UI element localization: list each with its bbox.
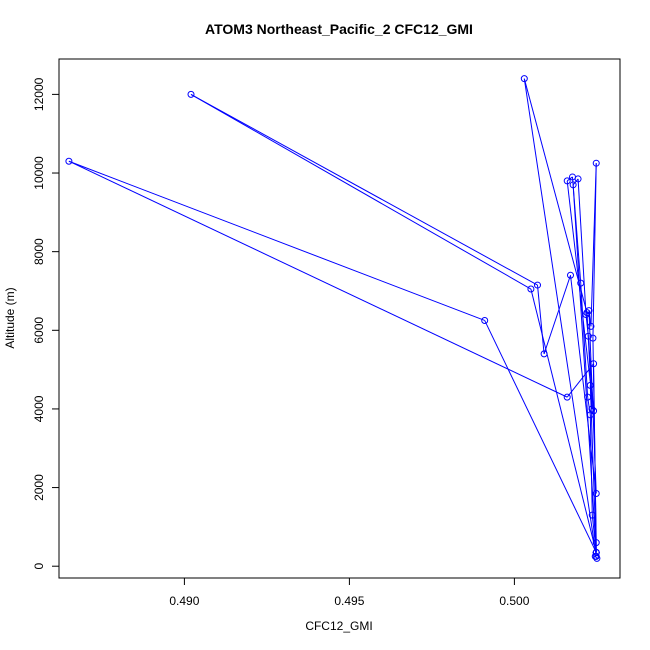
y-tick-label: 6000 bbox=[32, 317, 46, 344]
series-segment bbox=[580, 283, 589, 398]
series-segment bbox=[589, 414, 593, 516]
data-point bbox=[563, 393, 571, 401]
data-point bbox=[590, 360, 598, 368]
data-point bbox=[589, 334, 597, 342]
x-tick-label: 0.495 bbox=[334, 594, 364, 608]
data-point bbox=[592, 159, 600, 167]
series-segment bbox=[594, 556, 598, 559]
data-point bbox=[577, 279, 585, 287]
data-point bbox=[520, 75, 528, 83]
series-segment bbox=[590, 163, 597, 327]
y-tick-label: 8000 bbox=[32, 238, 46, 265]
y-tick-label: 10000 bbox=[32, 156, 46, 190]
chart-title: ATOM3 Northeast_Pacific_2 CFC12_GMI bbox=[205, 21, 473, 37]
data-point bbox=[585, 307, 593, 315]
x-axis: 0.490 0.495 0.500 bbox=[169, 577, 530, 608]
series-segment bbox=[68, 160, 568, 398]
series-segment bbox=[543, 275, 571, 355]
data-point bbox=[588, 405, 596, 413]
series-segment bbox=[190, 93, 538, 286]
series-segment bbox=[572, 184, 597, 553]
data-point bbox=[567, 271, 574, 279]
x-tick-label: 0.490 bbox=[169, 594, 199, 608]
series-segment bbox=[68, 160, 485, 321]
y-axis-label: Altitude (m) bbox=[3, 287, 17, 348]
y-tick-label: 2000 bbox=[32, 474, 46, 501]
data-point bbox=[590, 407, 598, 415]
series-segment bbox=[530, 288, 597, 553]
data-point bbox=[592, 548, 600, 556]
data-point bbox=[574, 175, 582, 183]
data-point bbox=[583, 309, 591, 317]
data-point bbox=[187, 90, 195, 98]
data-point bbox=[592, 552, 600, 560]
data-point bbox=[481, 316, 489, 324]
series-segment bbox=[593, 363, 597, 553]
data-point bbox=[569, 181, 577, 189]
y-tick-label: 12000 bbox=[32, 77, 46, 111]
series-segment bbox=[484, 320, 597, 553]
data-point bbox=[592, 489, 600, 497]
plot-area-frame bbox=[58, 58, 621, 579]
series-segment bbox=[572, 178, 579, 186]
data-point bbox=[584, 332, 592, 340]
series-points bbox=[65, 75, 601, 562]
series-segment bbox=[190, 93, 532, 290]
data-point bbox=[540, 350, 548, 358]
y-tick-label: 0 bbox=[32, 563, 46, 570]
y-tick-label: 4000 bbox=[32, 395, 46, 422]
data-point bbox=[534, 281, 541, 289]
x-tick-label: 0.500 bbox=[499, 594, 529, 608]
data-point bbox=[592, 539, 600, 547]
data-point bbox=[584, 393, 592, 401]
x-axis-label: CFC12_GMI bbox=[305, 619, 372, 633]
series-segment bbox=[523, 78, 597, 557]
series-segment bbox=[586, 312, 593, 409]
data-point bbox=[65, 157, 73, 165]
data-point bbox=[587, 322, 595, 330]
series-segment bbox=[523, 78, 588, 313]
series-lines bbox=[68, 78, 598, 559]
series-segment bbox=[570, 275, 597, 494]
data-point bbox=[588, 511, 596, 519]
data-point bbox=[586, 381, 594, 389]
y-axis: 0 2000 4000 6000 8000 10000 12000 bbox=[32, 77, 60, 570]
data-point bbox=[563, 177, 571, 185]
series-segment bbox=[577, 178, 587, 315]
series-segment bbox=[537, 285, 545, 354]
data-point bbox=[527, 285, 535, 293]
